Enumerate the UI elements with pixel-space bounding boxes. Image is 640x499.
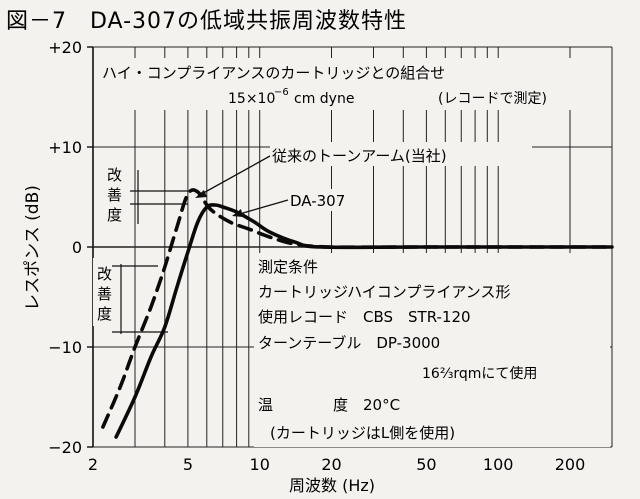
improvement-bottom-char2: 善: [97, 285, 112, 303]
condition-line-4: ターンテーブル DP-3000: [258, 334, 440, 352]
condition-line-6: 温 度 20°C: [258, 396, 400, 414]
series: [101, 188, 614, 439]
improvement-bottom-backdrop: [93, 258, 129, 326]
chart-title: 図－7 DA-307の低域共振周波数特性: [6, 9, 407, 34]
condition-line-2: カートリッジハイコンプライアンス形: [258, 283, 510, 301]
label-conventional-backdrop: [270, 142, 532, 166]
header-compliance-unit: cm dyne: [294, 91, 354, 107]
condition-line-1: 測定条件: [258, 258, 318, 276]
series-line-da307: [114, 203, 614, 439]
conditions-backdrop: [254, 253, 610, 447]
y-tick-label: −10: [48, 338, 82, 357]
improvement-bottom-char1: 改: [97, 265, 112, 283]
improvement-top-char2: 善: [107, 186, 122, 204]
label-da307-backdrop: [286, 189, 366, 211]
improvement-marker-bottom: 改 善 度: [93, 258, 168, 334]
improvement-marker-top: 改 善 度: [98, 160, 188, 226]
y-tick-label: +10: [48, 138, 82, 157]
x-tick-label: 200: [555, 455, 586, 474]
arrow-conventional: [197, 155, 271, 197]
header-backdrop: [100, 58, 600, 110]
x-tick-label: 20: [321, 455, 341, 474]
y-tick-label: −20: [48, 438, 82, 457]
header-measure-note: (レコードで測定): [438, 91, 547, 107]
header-compliance-value: 15×10: [228, 91, 275, 107]
x-tick-label: 5: [183, 455, 193, 474]
arrow-da307: [235, 199, 289, 216]
condition-line-3: 使用レコード CBS STR-120: [258, 308, 471, 326]
x-tick-label: 50: [416, 455, 436, 474]
improvement-bottom-char3: 度: [97, 305, 112, 323]
x-tick-label: 10: [250, 455, 270, 474]
x-axis-label: 周波数 (Hz): [289, 476, 375, 495]
series-line-conventional: [101, 188, 614, 429]
improvement-top-char1: 改: [107, 166, 122, 184]
condition-line-5: 16⅔rqmにて使用: [422, 365, 537, 382]
improvement-top-backdrop: [98, 160, 134, 226]
axes: +20 +10 0 −10 −20 2 5 10 20 50 100 200: [48, 38, 585, 474]
x-tick-label: 100: [483, 455, 514, 474]
series-label-conventional: 従来のトーンアーム(当社): [272, 147, 447, 165]
y-tick-label: 0: [72, 238, 82, 257]
header-annotation-line1: ハイ・コンプライアンスのカートリッジとの組合せ: [102, 64, 445, 82]
improvement-top-char3: 度: [107, 206, 122, 224]
header-compliance-exponent: −6: [274, 87, 289, 98]
x-tick-label: 2: [88, 455, 98, 474]
y-axis-label: レスポンス (dB): [23, 185, 43, 311]
y-tick-label: +20: [48, 38, 82, 57]
series-label-da307: DA-307: [290, 192, 345, 210]
condition-line-7: (カートリッジはL側を使用): [270, 424, 455, 442]
